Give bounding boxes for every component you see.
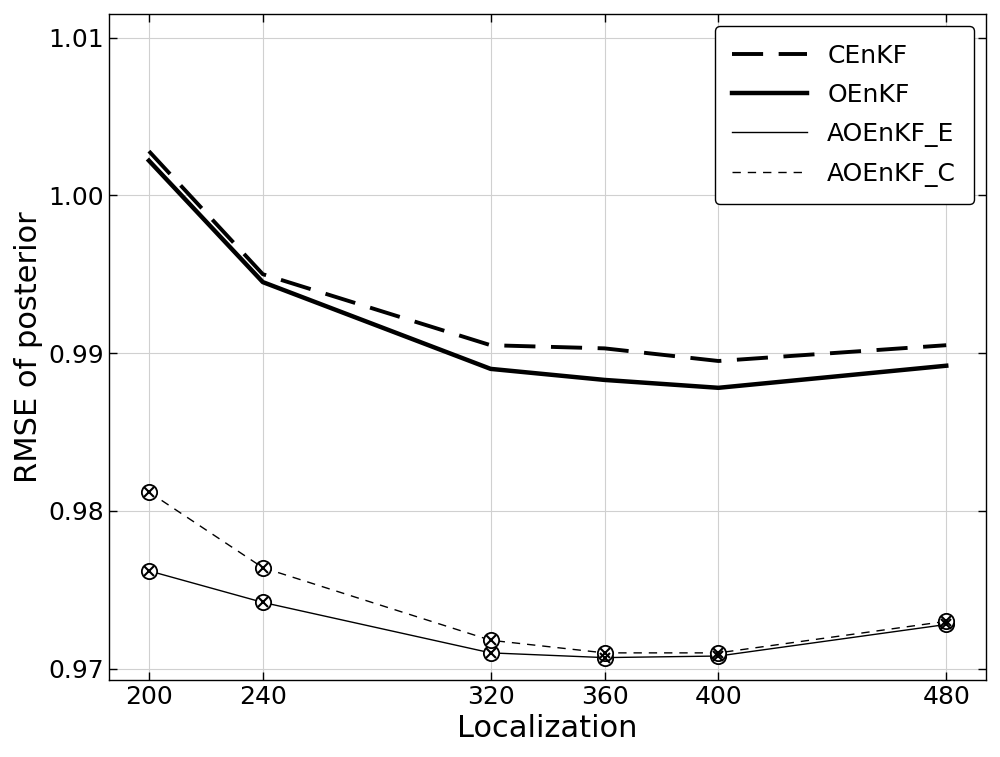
Y-axis label: RMSE of posterior: RMSE of posterior (14, 211, 43, 483)
Legend: CEnKF, OEnKF, AOEnKF_E, AOEnKF_C: CEnKF, OEnKF, AOEnKF_E, AOEnKF_C (715, 26, 974, 204)
X-axis label: Localization: Localization (457, 714, 638, 743)
